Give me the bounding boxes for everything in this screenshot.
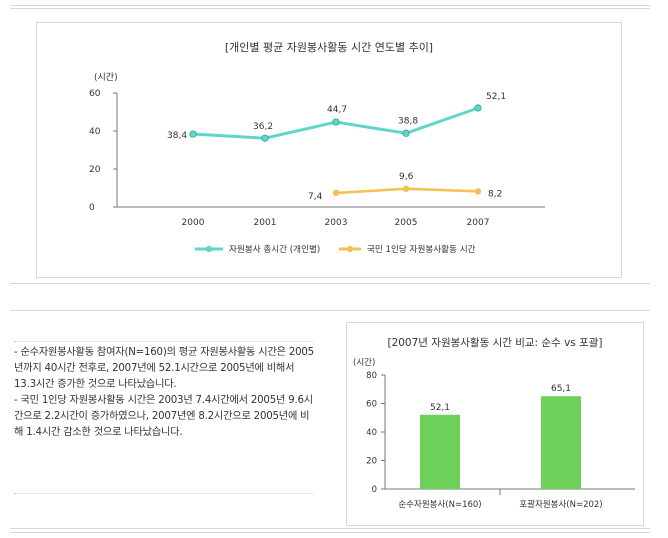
description-paragraph-1: - 순수자원봉사활동 참여자(N=160)의 평균 자원봉사활동 시간은 200…	[14, 347, 314, 390]
data-label: 9,6	[399, 172, 414, 182]
bar-chart-panel: [2007년 자원봉사활동 시간 비교: 순수 vs 포괄] (시간) 0 20 4…	[346, 322, 644, 526]
top-divider-1	[10, 5, 650, 6]
x-tick-label: 2000	[182, 218, 205, 228]
y-tick-label: 40	[366, 428, 377, 438]
bar-chart-y-axis: 0 20 40 60 80	[366, 371, 386, 495]
data-label: 38,4	[167, 131, 187, 141]
y-tick-label: 20	[89, 165, 101, 175]
data-label: 7,4	[308, 192, 323, 202]
bar-chart-y-unit: (시간)	[353, 357, 375, 368]
x-tick-label: 2005	[395, 218, 418, 228]
data-point	[189, 130, 197, 138]
data-label: 38,8	[398, 116, 418, 126]
line-chart-x-ticks: 2000 2001 2003 2005 2007	[182, 218, 490, 228]
y-tick-label: 0	[89, 203, 95, 213]
bottom-divider-1	[10, 528, 650, 529]
data-label: 52,1	[486, 92, 506, 102]
y-tick-label: 60	[89, 89, 101, 99]
data-label: 36,2	[253, 122, 273, 132]
x-tick-label: 2003	[325, 218, 348, 228]
x-category-label: 순수자원봉사(N=160)	[398, 500, 481, 510]
description-rule-top	[14, 341, 314, 342]
data-point	[402, 185, 410, 192]
data-point	[474, 104, 482, 112]
x-tick-label: 2007	[467, 218, 490, 228]
description-text: - 순수자원봉사활동 참여자(N=160)의 평균 자원봉사활동 시간은 200…	[14, 345, 314, 441]
x-tick-label: 2001	[254, 218, 277, 228]
legend-label: 국민 1인당 자원봉사활동 시간	[367, 243, 476, 255]
legend-swatch-marker	[346, 245, 354, 253]
description-paragraph-2: - 국민 1인당 자원봉사활동 시간은 2003년 7.4시간에서 2005년 …	[14, 395, 313, 438]
line-chart-legend: 자원봉사 총시간 (개인별) 국민 1인당 자원봉사활동 시간	[195, 243, 476, 255]
line-chart-y-axis: 0 20 40 60	[89, 89, 118, 213]
bar-value-label: 65,1	[551, 384, 571, 394]
line-chart-series: 38,4 36,2 44,7 38,8 52,1 7,4 9,6 8,2	[167, 92, 506, 202]
y-tick-label: 60	[366, 400, 377, 410]
y-tick-label: 0	[372, 485, 377, 495]
legend-swatch-marker	[205, 245, 213, 253]
data-point	[332, 189, 340, 197]
y-tick-label: 40	[89, 127, 101, 137]
data-point	[474, 188, 482, 195]
bar-chart-title: [2007년 자원봉사활동 시간 비교: 순수 vs 포괄]	[387, 336, 602, 349]
bar-value-label: 52,1	[430, 403, 450, 413]
bar	[420, 414, 460, 489]
bar	[541, 396, 581, 489]
data-point	[332, 118, 340, 126]
line-chart-title: [개인별 평균 자원봉사활동 시간 연도별 추이]	[225, 40, 433, 54]
data-label: 44,7	[327, 105, 347, 115]
line-chart: [개인별 평균 자원봉사활동 시간 연도별 추이] (시간) 0 20 40 60 2…	[89, 40, 545, 255]
line-chart-panel: [개인별 평균 자원봉사활동 시간 연도별 추이] (시간) 0 20 40 60 2…	[36, 22, 622, 278]
description-rule-bottom	[14, 493, 314, 494]
y-tick-label: 80	[366, 371, 377, 381]
x-category-label: 포괄자원봉사(N=202)	[519, 499, 602, 510]
top-divider-2	[10, 8, 650, 9]
data-point	[402, 129, 410, 137]
bottom-divider-2	[10, 532, 650, 533]
data-point	[261, 134, 269, 142]
line-chart-y-unit: (시간)	[94, 72, 118, 83]
y-tick-label: 20	[366, 457, 377, 467]
bar-chart-bars: 52,1 순수자원봉사(N=160) 65,1 포괄자원봉사(N=202)	[398, 384, 602, 510]
legend-label: 자원봉사 총시간 (개인별)	[229, 244, 320, 255]
middle-divider-1	[10, 283, 650, 284]
bar-chart: [2007년 자원봉사활동 시간 비교: 순수 vs 포괄] (시간) 0 20 4…	[353, 336, 635, 510]
data-label: 8,2	[488, 189, 502, 199]
middle-divider-2	[10, 310, 650, 311]
